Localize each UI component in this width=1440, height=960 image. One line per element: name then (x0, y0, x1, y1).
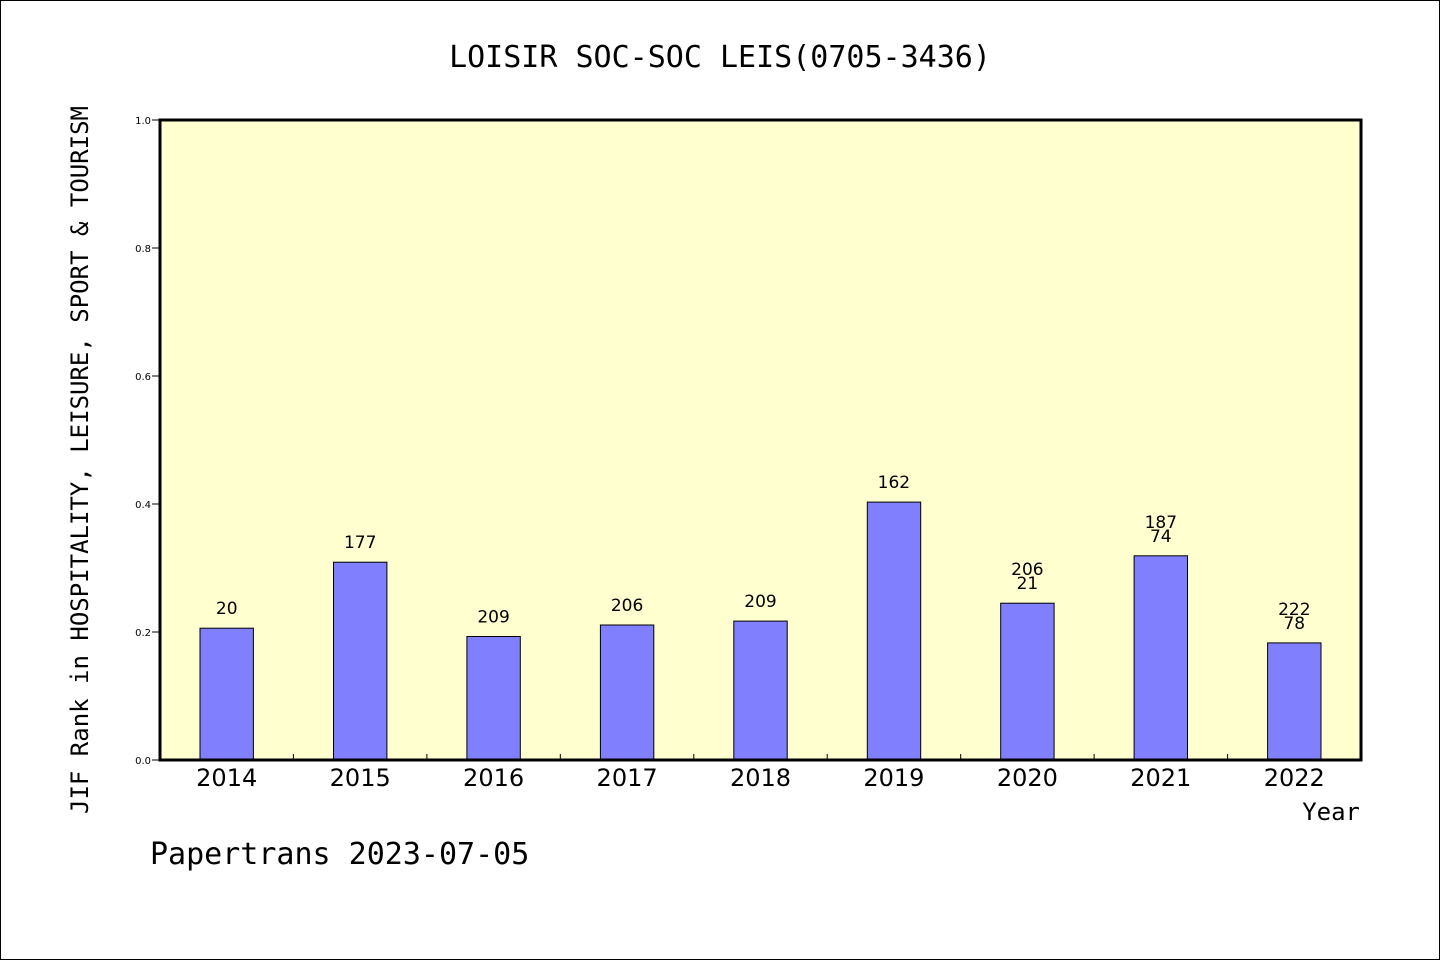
bar-label-2018: 209 (744, 592, 776, 612)
bar-2021 (1133, 555, 1188, 761)
y-tick-label-0.4: 0.4 (135, 500, 151, 511)
y-tick-label-0.8: 0.8 (135, 244, 151, 255)
bar-2016 (466, 636, 521, 761)
bar-label-2017: 206 (611, 596, 643, 616)
bar-2020 (1000, 602, 1055, 761)
bar-label-2014: 20 (216, 599, 238, 619)
bars-group (199, 501, 1322, 761)
x-tick-label-2022: 2022 (1264, 764, 1325, 792)
x-tick-label-2016: 2016 (463, 764, 524, 792)
x-tick-label-2014: 2014 (196, 764, 257, 792)
x-axis: 2014 2015 2016 2017 2018 2019 2020 2021 2022 (196, 754, 1325, 792)
x-tick-label-2020: 2020 (997, 764, 1058, 792)
bar-2014 (199, 627, 254, 761)
bar-label-2021-1: 187 (1145, 513, 1177, 533)
bar-2015 (333, 561, 388, 761)
x-tick-label-2018: 2018 (730, 764, 791, 792)
bar-2019 (866, 501, 922, 761)
y-tick-label-1.0: 1.0 (135, 116, 151, 127)
x-tick-label-2021: 2021 (1130, 764, 1191, 792)
y-tick-label-0.6: 0.6 (135, 372, 151, 383)
bar-label-2015: 177 (344, 533, 376, 553)
footer-text: Papertrans 2023-07-05 (150, 837, 529, 872)
y-tick-label-0.0: 0.0 (135, 756, 151, 767)
chart-title: LOISIR SOC-SOC LEIS(0705-3436) (449, 40, 991, 75)
bar-label-2016: 209 (477, 608, 509, 628)
y-tick-label-0.2: 0.2 (135, 628, 151, 639)
x-tick-label-2019: 2019 (863, 764, 924, 792)
bar-label-2022-1: 222 (1278, 600, 1310, 620)
x-tick-label-2017: 2017 (597, 764, 658, 792)
y-axis-title: JIF Rank in HOSPITALITY, LEISURE, SPORT … (66, 106, 94, 814)
bar-2022 (1267, 642, 1322, 761)
x-axis-title: Year (1302, 798, 1360, 826)
bar-label-2020-1: 206 (1011, 560, 1043, 580)
bar-label-2020-2: 21 (1017, 574, 1039, 594)
bar-label-2021-2: 74 (1150, 527, 1172, 547)
plot-border (158, 118, 1363, 762)
bar-label-2019: 162 (878, 473, 910, 493)
bar-label-2022-2: 78 (1283, 614, 1305, 634)
y-axis: 0.0 0.2 0.4 0.6 0.8 1.0 (135, 116, 160, 767)
bar-2018 (733, 620, 788, 761)
bar-2017 (599, 624, 655, 761)
x-tick-label-2015: 2015 (330, 764, 391, 792)
